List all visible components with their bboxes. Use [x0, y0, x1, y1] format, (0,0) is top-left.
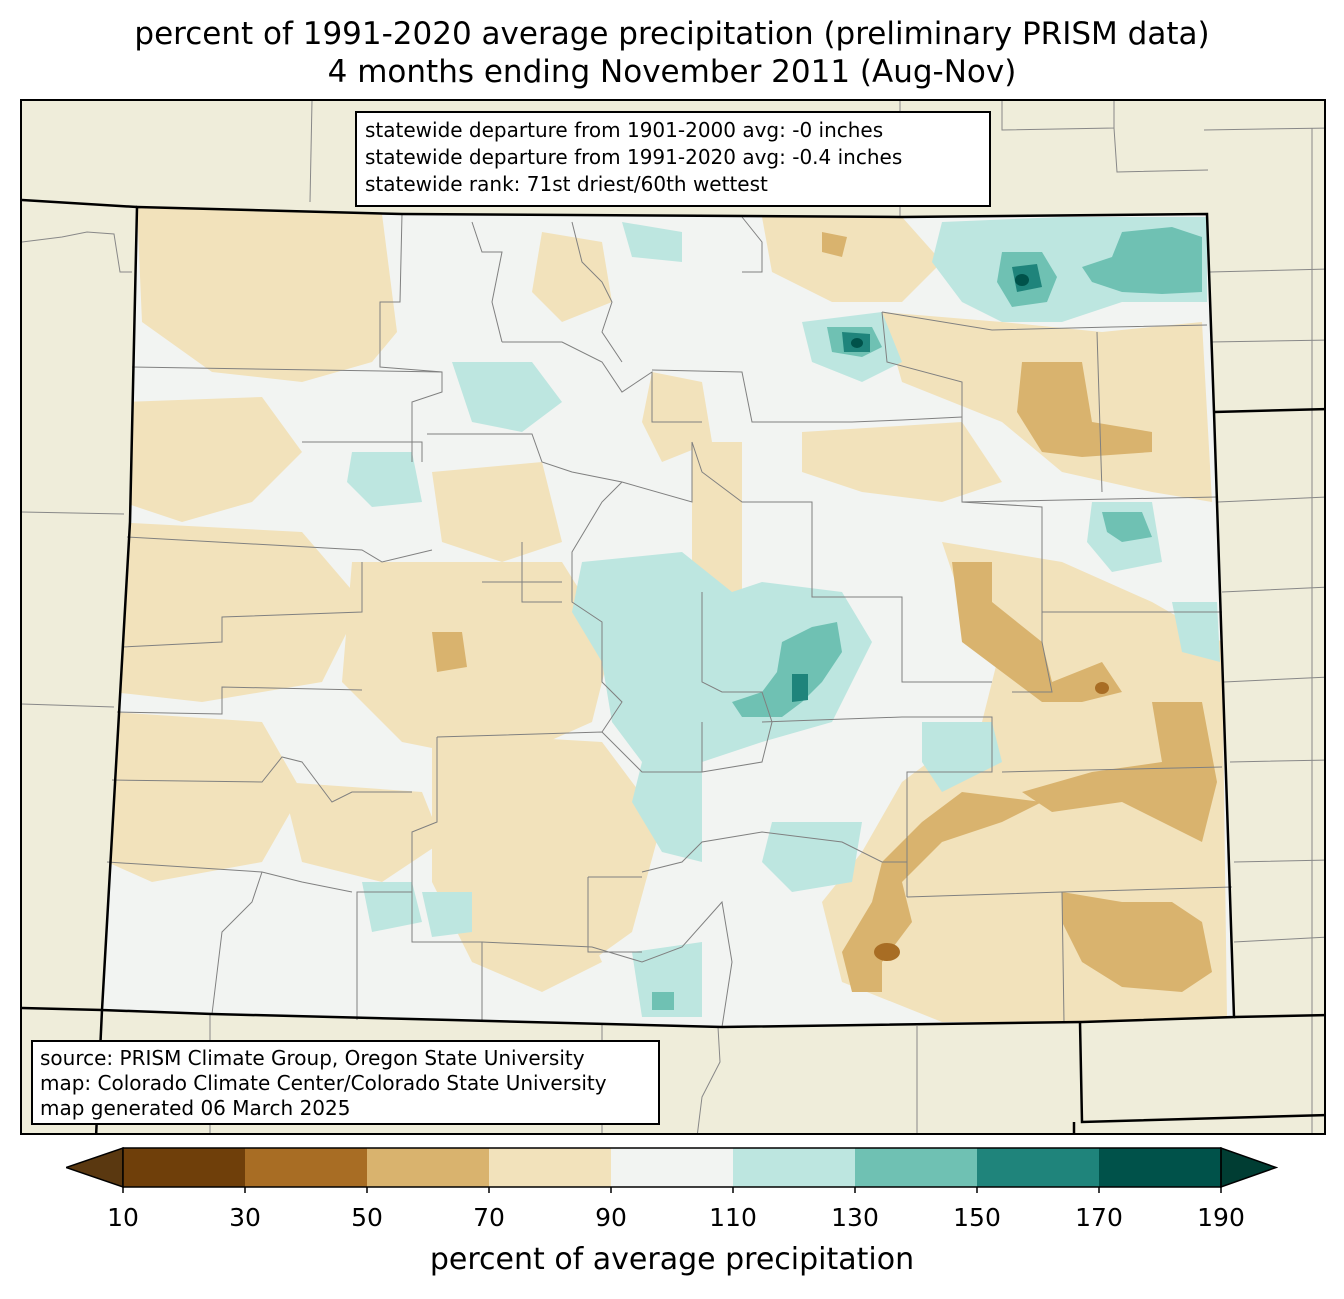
colorbar-label: percent of average precipitation — [429, 1242, 915, 1277]
colorbar-segment — [977, 1148, 1100, 1187]
source-box: source: PRISM Climate Group, Oregon Stat… — [31, 1040, 660, 1125]
colorado-state — [100, 205, 1236, 1029]
colorbar-segment — [489, 1148, 612, 1187]
colorbar-segment — [855, 1148, 978, 1187]
stats-rank: statewide rank: 71st driest/60th wettest — [365, 172, 768, 196]
map-title-line-2: 4 months ending November 2011 (Aug-Nov) — [327, 54, 1017, 90]
colorbar-tick-label: 170 — [1075, 1203, 1123, 1232]
source-generated-date: map generated 06 March 2025 — [40, 1096, 351, 1120]
colorbar-segment — [733, 1148, 856, 1187]
county-boundaries — [106, 213, 1233, 1028]
colorbar-tick-label: 50 — [351, 1203, 383, 1232]
colorbar-tick-label: 70 — [473, 1203, 505, 1232]
colorbar-tick-label: 130 — [831, 1203, 879, 1232]
colorbar-segment — [611, 1148, 734, 1187]
colorbar — [66, 1146, 1278, 1193]
stats-departure-1901: statewide departure from 1901-2000 avg: … — [365, 118, 884, 142]
colorbar-tick-label: 190 — [1197, 1203, 1245, 1232]
stats-departure-1991: statewide departure from 1991-2020 avg: … — [365, 145, 903, 169]
colorbar-segment — [1099, 1148, 1222, 1187]
colorbar-tick-label: 110 — [709, 1203, 757, 1232]
statewide-stats-box: statewide departure from 1901-2000 avg: … — [355, 111, 991, 207]
precipitation-map — [22, 101, 1324, 1133]
colorbar-segment — [123, 1148, 246, 1187]
colorbar-extend-low — [66, 1146, 124, 1189]
source-prism: source: PRISM Climate Group, Oregon Stat… — [40, 1046, 585, 1070]
colorbar-segment — [245, 1148, 368, 1187]
colorbar-tick-label: 150 — [953, 1203, 1001, 1232]
colorbar-extend-high — [1220, 1146, 1278, 1189]
colorbar-tick-label: 90 — [595, 1203, 627, 1232]
map-panel — [20, 99, 1326, 1135]
colorbar-outline — [122, 1147, 1222, 1188]
state-borders — [22, 198, 1324, 1133]
source-map-credit: map: Colorado Climate Center/Colorado St… — [40, 1071, 607, 1095]
precipitation-fill-areas — [107, 207, 1227, 1022]
colorbar-tick-label: 30 — [229, 1203, 261, 1232]
colorbar-tick-label: 10 — [107, 1203, 139, 1232]
colorbar-segment — [367, 1148, 490, 1187]
map-title-line-1: percent of 1991-2020 average precipitati… — [134, 16, 1210, 52]
